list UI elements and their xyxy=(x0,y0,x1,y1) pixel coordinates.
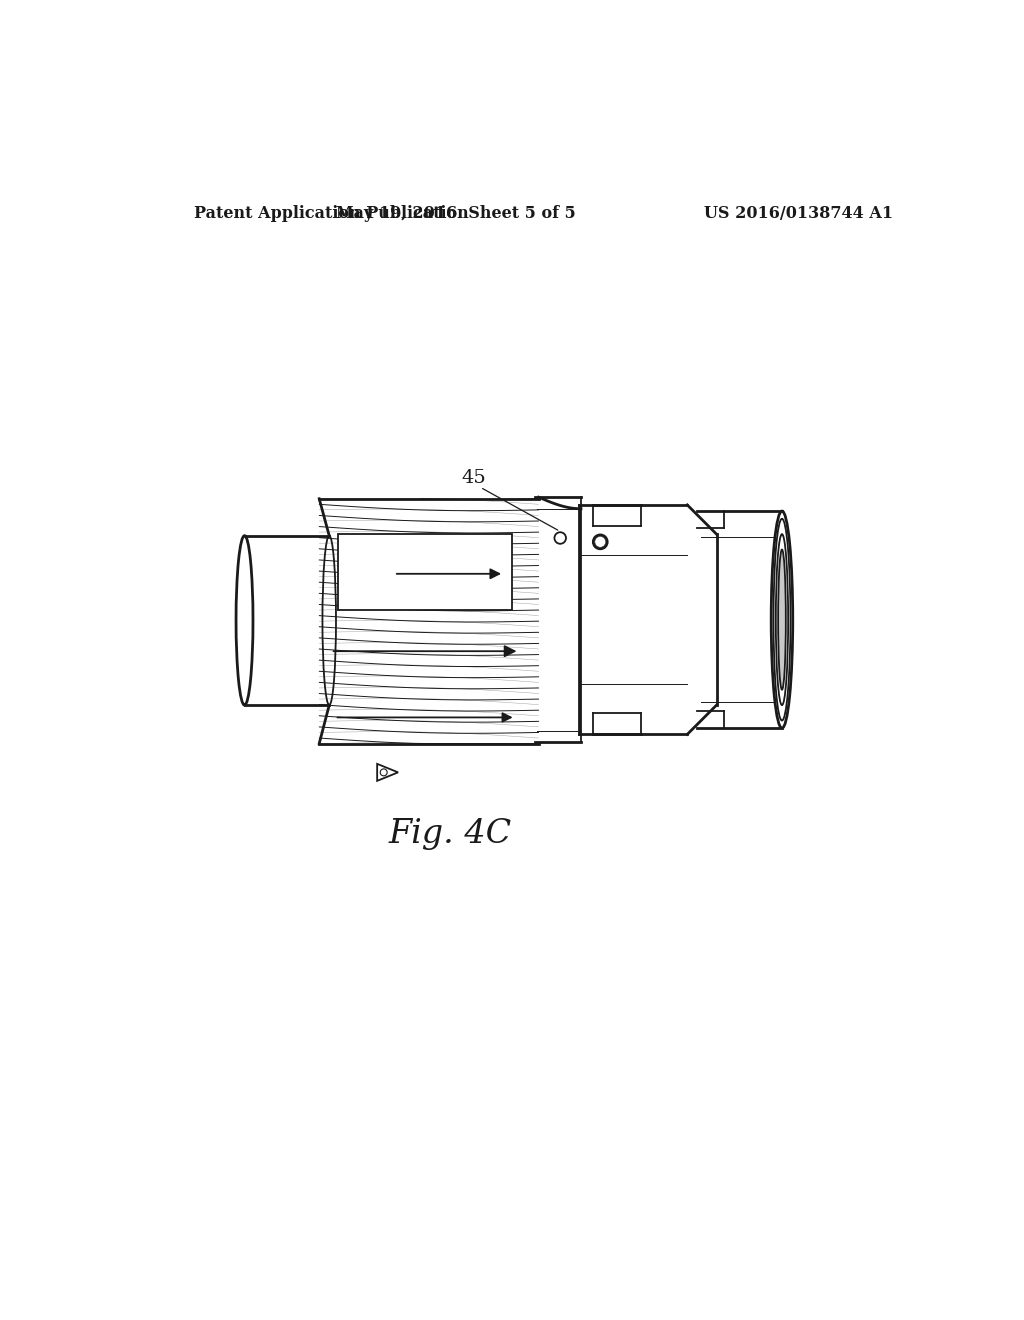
Ellipse shape xyxy=(237,536,253,705)
Text: 45: 45 xyxy=(462,469,486,487)
Text: May 19, 2016  Sheet 5 of 5: May 19, 2016 Sheet 5 of 5 xyxy=(336,206,575,222)
Text: US 2016/0138744 A1: US 2016/0138744 A1 xyxy=(705,206,893,222)
Ellipse shape xyxy=(778,549,785,689)
Ellipse shape xyxy=(776,535,788,705)
Bar xyxy=(339,535,512,610)
Text: Fig. 4C: Fig. 4C xyxy=(388,818,512,850)
Text: Patent Application Publication: Patent Application Publication xyxy=(194,206,468,222)
Ellipse shape xyxy=(771,511,793,729)
Ellipse shape xyxy=(773,519,791,721)
